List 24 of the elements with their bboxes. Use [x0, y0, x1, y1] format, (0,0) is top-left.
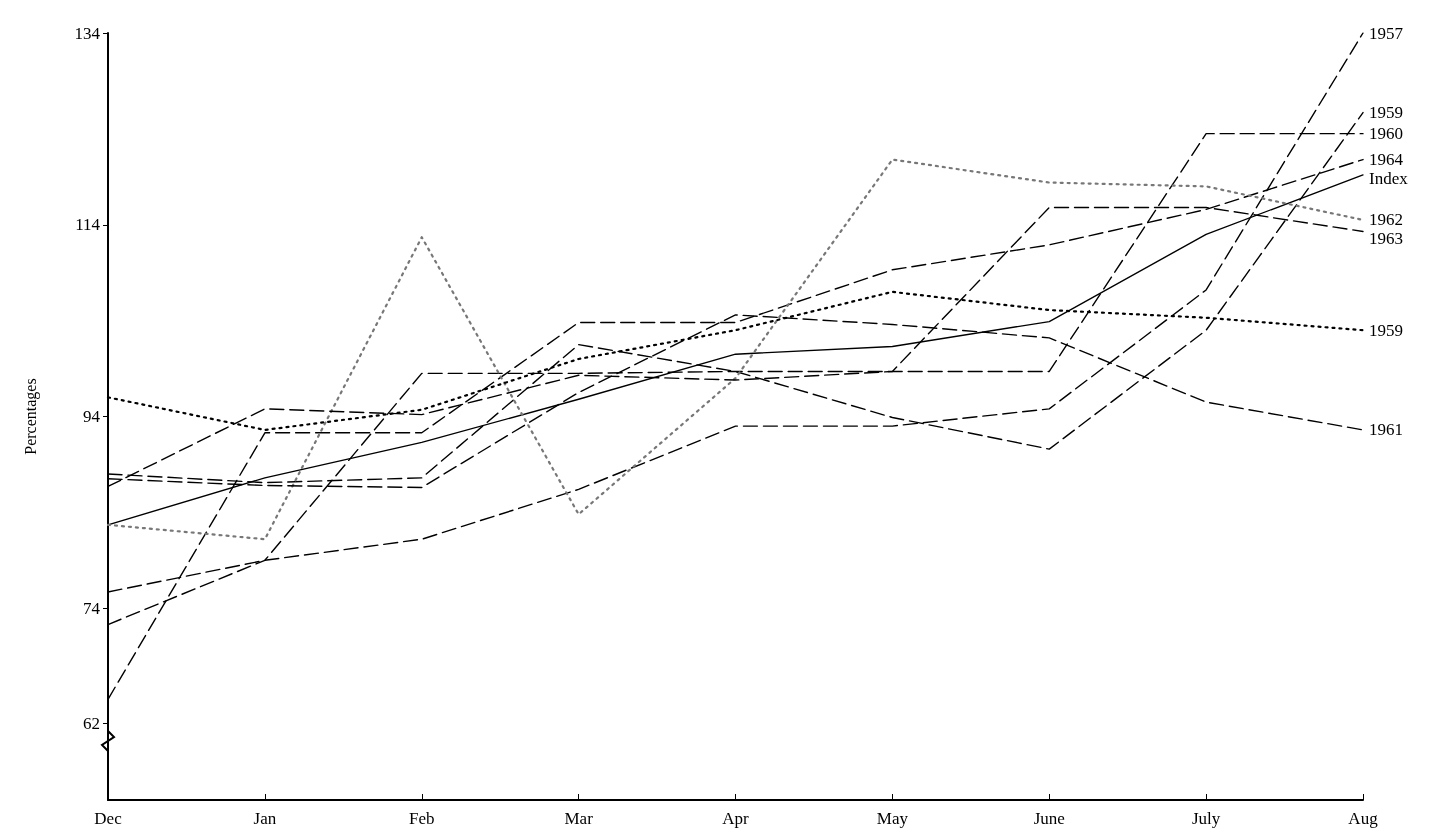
series-label: 1959: [1369, 320, 1403, 340]
x-tick-label: July: [1191, 809, 1221, 828]
series-label: 1963: [1369, 229, 1403, 249]
series-label: Index: [1369, 169, 1409, 189]
series-label: 1962: [1369, 210, 1403, 230]
y-tick-label: 62: [83, 713, 100, 733]
series-label: 1957: [1369, 23, 1404, 43]
series-label: 1964: [1369, 150, 1404, 170]
series-label: 1961: [1369, 420, 1403, 440]
x-tick-label: Mar: [564, 809, 594, 828]
y-axis-title: Percentages: [21, 378, 40, 455]
x-tick-label: Aug: [1348, 809, 1379, 828]
y-tick-label: 74: [83, 598, 101, 618]
x-tick-label: Jan: [253, 809, 277, 828]
y-tick-label: 114: [75, 215, 101, 235]
series-label: 1960: [1369, 124, 1403, 144]
x-tick-label: Apr: [722, 809, 750, 828]
x-tick-label: May: [876, 809, 909, 828]
series-label: 1959: [1369, 103, 1403, 123]
x-tick-label: June: [1033, 809, 1065, 828]
x-tick-label: Feb: [409, 809, 435, 828]
y-tick-label: 134: [74, 23, 101, 43]
y-tick-label: 94: [83, 407, 101, 426]
x-tick-label: Dec: [94, 809, 123, 828]
